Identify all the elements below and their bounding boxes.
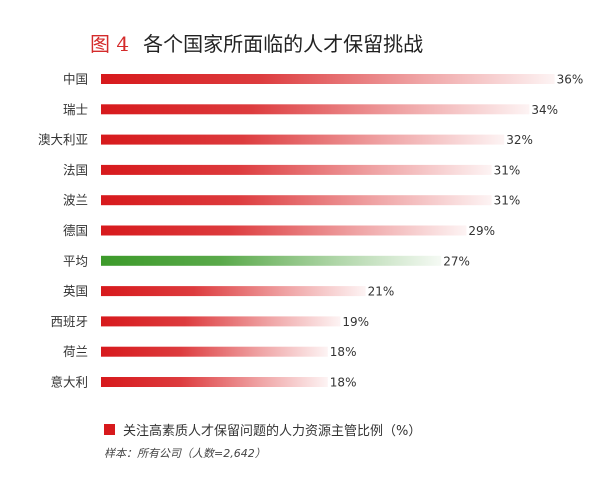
- value-label: 31%: [494, 163, 521, 177]
- category-label: 澳大利亚: [38, 132, 88, 147]
- category-label: 意大利: [50, 375, 88, 390]
- category-label: 德国: [63, 223, 88, 238]
- bar: [101, 286, 366, 297]
- value-label: 29%: [468, 224, 495, 238]
- chart-title-row: 图 4 各个国家所面临的人才保留挑战: [90, 28, 423, 58]
- category-label: 西班牙: [50, 314, 88, 329]
- bar: [101, 225, 467, 236]
- bar: [101, 104, 530, 115]
- value-label: 21%: [368, 285, 395, 299]
- value-label: 32%: [506, 133, 533, 147]
- figure-label: 图 4: [90, 32, 130, 56]
- bar: [101, 377, 328, 387]
- bar: [101, 164, 492, 175]
- chart-title: 各个国家所面临的人才保留挑战: [143, 32, 424, 56]
- value-label: 36%: [557, 73, 584, 87]
- average-bar: [101, 255, 442, 266]
- legend: 关注高素质人才保留问题的人力资源主管比例（%）: [104, 420, 421, 439]
- category-label: 平均: [63, 253, 88, 268]
- bar: [101, 316, 341, 327]
- value-label: 18%: [330, 345, 357, 359]
- category-label: 中国: [63, 72, 88, 87]
- bar: [101, 74, 555, 84]
- bar: [101, 134, 505, 145]
- value-label: 18%: [330, 376, 357, 390]
- bar: [101, 346, 328, 357]
- value-label: 19%: [342, 315, 369, 329]
- category-label: 荷兰: [63, 344, 88, 359]
- category-label: 瑞士: [63, 102, 88, 117]
- category-label: 英国: [63, 284, 88, 299]
- value-label: 31%: [494, 194, 521, 208]
- sample-note: 样本：所有公司（人数=2,642）: [104, 447, 266, 460]
- bar-chart: 中国 36% 瑞士 34% 澳大利亚 32% 法国 31% 波兰 31% 德国 29% 平均 27% 英国 2…: [38, 72, 584, 390]
- legend-swatch: [104, 424, 115, 435]
- legend-label: 关注高素质人才保留问题的人力资源主管比例（%）: [123, 424, 422, 439]
- bar: [101, 195, 492, 206]
- category-label: 法国: [63, 162, 88, 177]
- value-label: 27%: [443, 254, 470, 268]
- value-label: 34%: [531, 103, 558, 117]
- category-label: 波兰: [63, 193, 88, 208]
